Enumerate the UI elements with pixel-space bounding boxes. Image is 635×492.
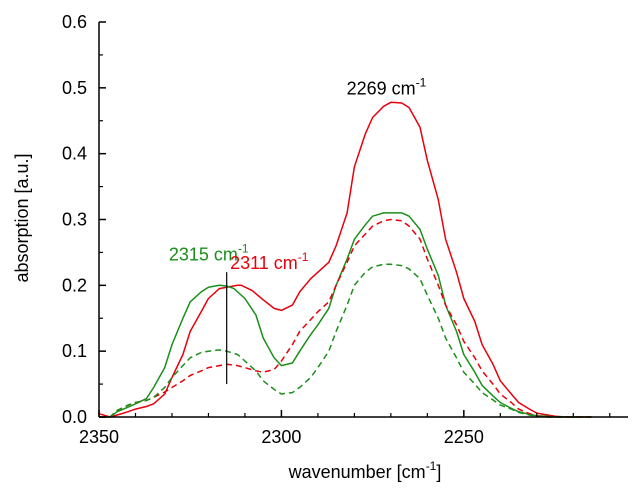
series-line-3 (99, 218, 592, 418)
x-tick-label: 2250 (444, 427, 484, 447)
x-axis-label-sup: -1 (426, 459, 437, 473)
series-group (98, 101, 592, 418)
y-tick-label: 0.3 (62, 210, 87, 230)
peak-annotation: 2315 cm-1 (169, 241, 249, 264)
y-tick-label: 0.0 (62, 407, 87, 427)
y-tick-label: 0.2 (62, 275, 87, 295)
y-tick-label: 0.1 (62, 341, 87, 361)
peak-annotation: 2269 cm-1 (347, 75, 427, 98)
axes-group: 0.0 0.1 0.2 0.3 0.4 0.5 0.6 2350 2300 2250 (62, 12, 628, 447)
x-tick-label: 2350 (79, 427, 119, 447)
series-line-4 (99, 263, 592, 418)
x-axis-label-end: ] (436, 462, 441, 482)
peak-annotation: 2311 cm-1 (230, 250, 309, 273)
x-axis-label-main: wavenumber [cm (288, 462, 426, 482)
x-axis-label: wavenumber [cm-1] (288, 459, 442, 482)
series-line-1 (98, 101, 592, 418)
y-tick-label: 0.4 (62, 144, 87, 164)
y-tick-label: 0.6 (62, 12, 87, 32)
y-axis-label: absorption [a.u.] (12, 153, 32, 282)
y-tick-label: 0.5 (62, 78, 87, 98)
x-tick-label: 2300 (261, 427, 301, 447)
